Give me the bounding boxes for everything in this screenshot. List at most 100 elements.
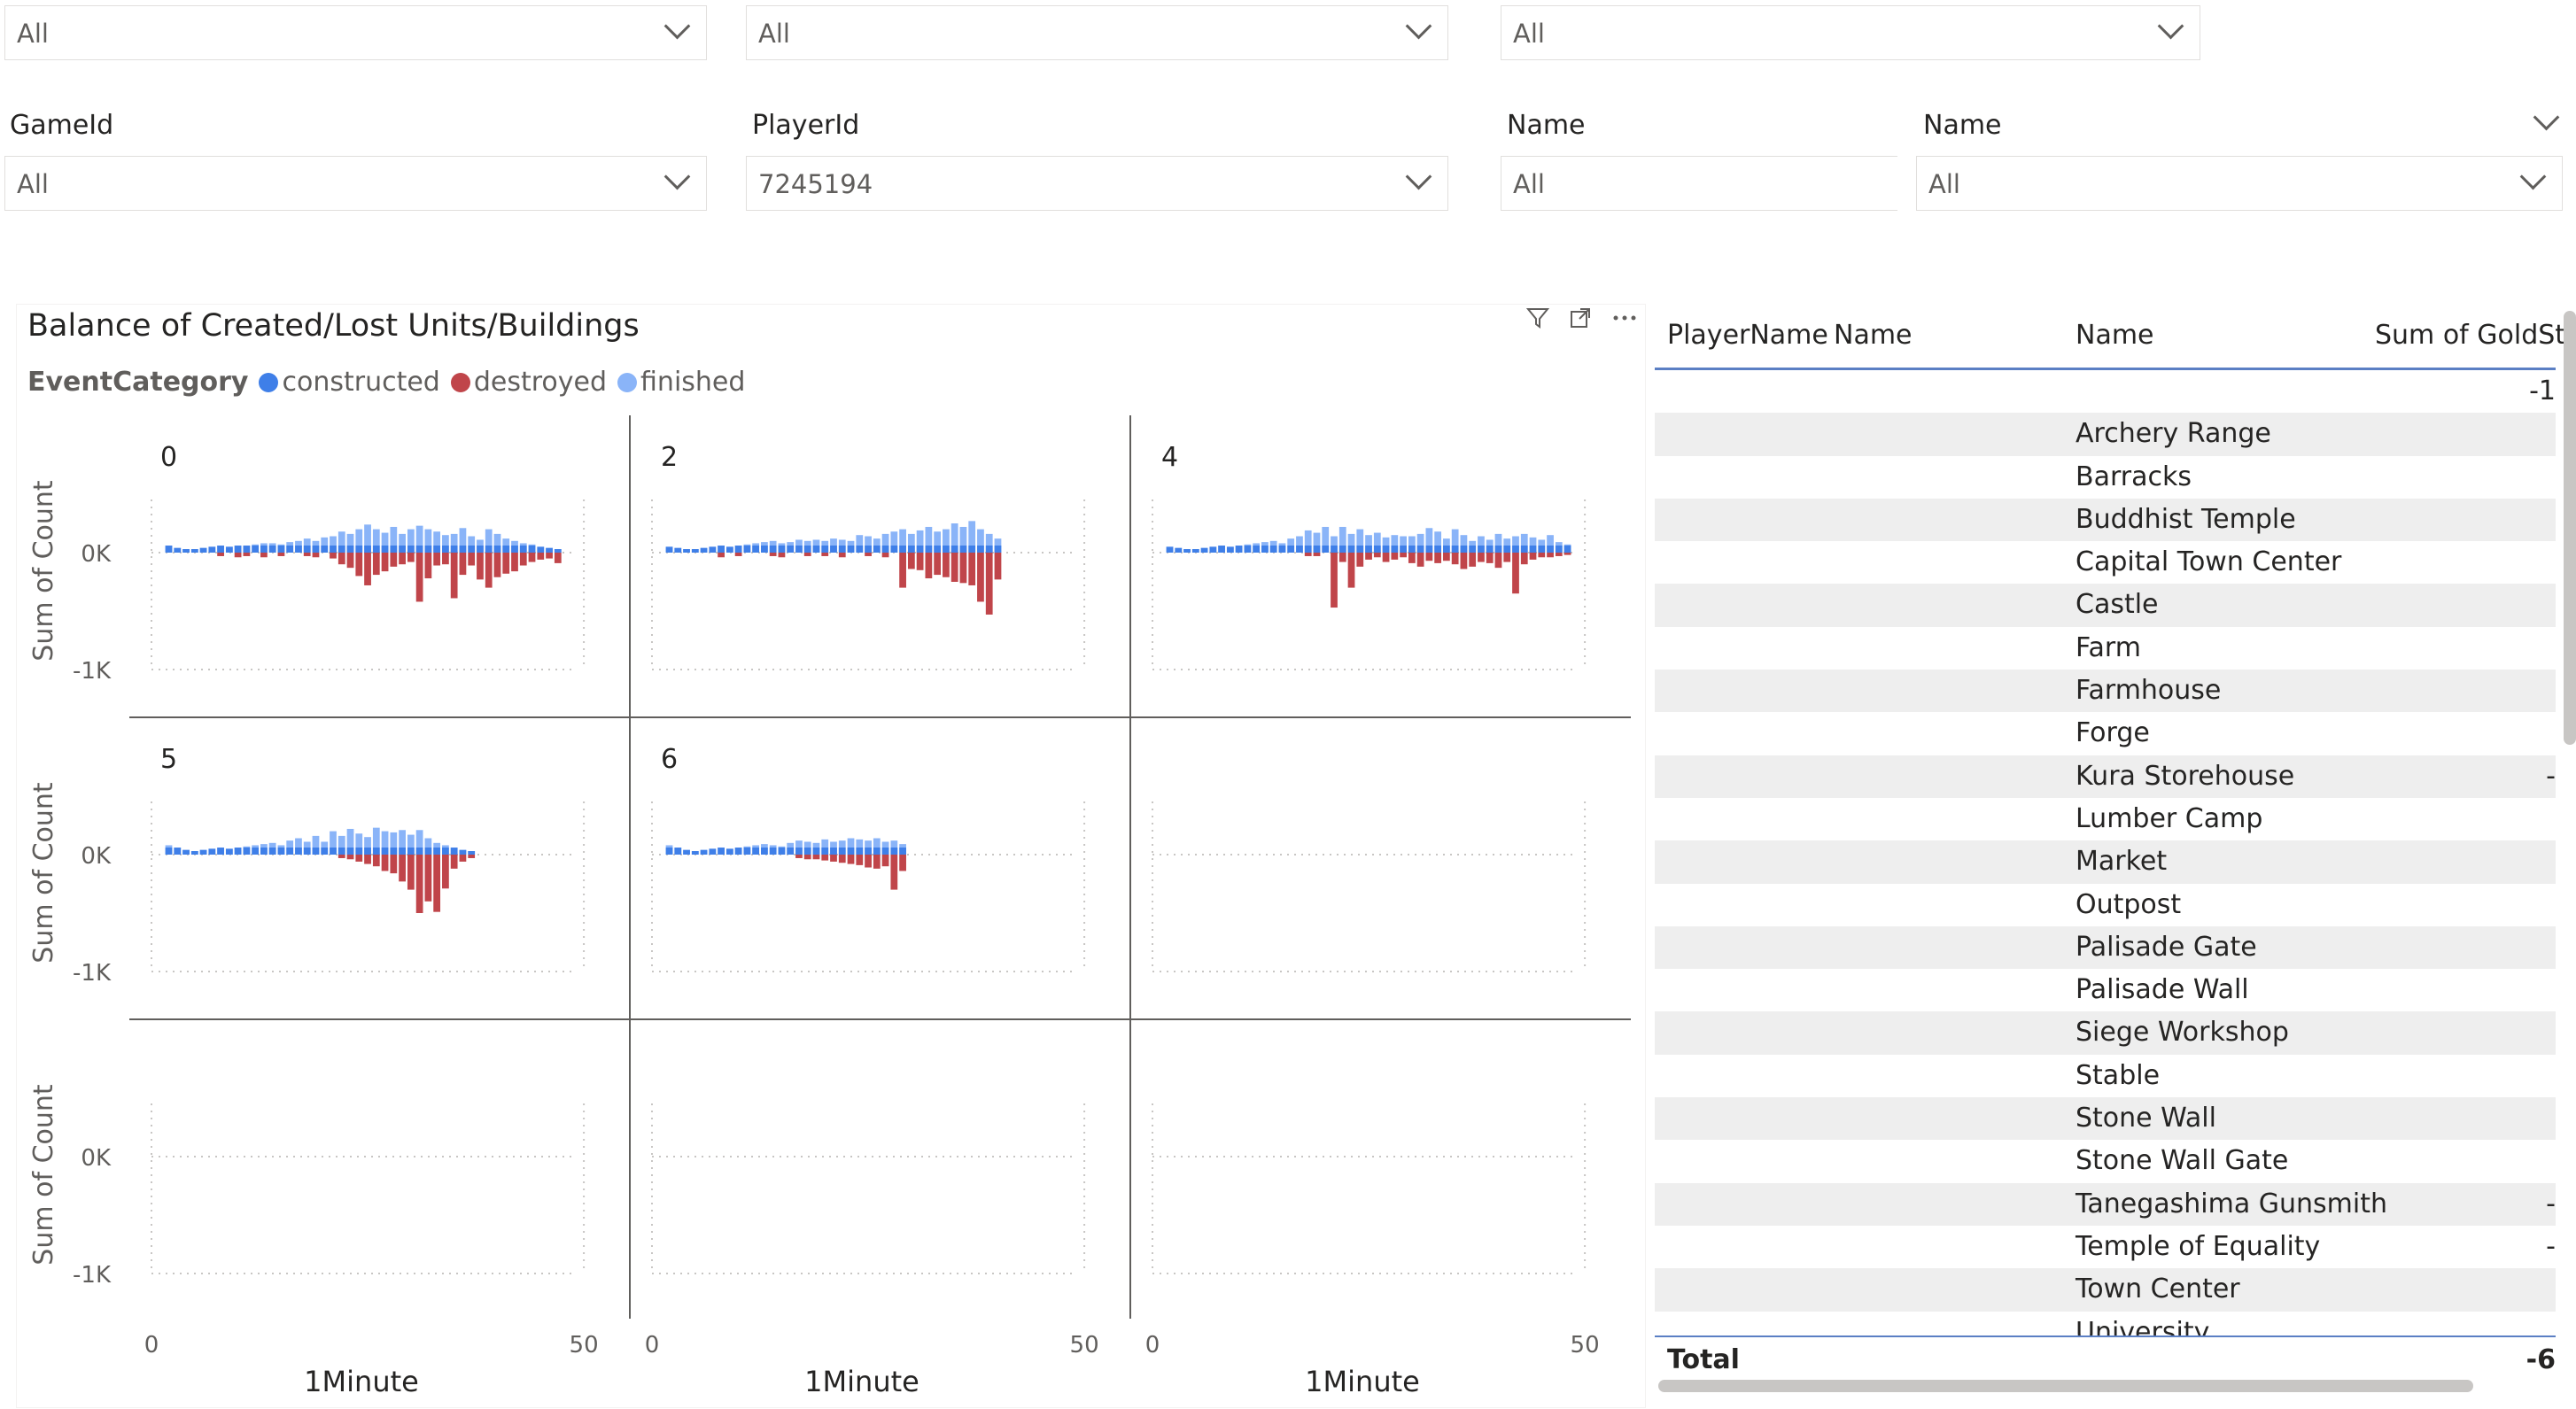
legend-item-constructed[interactable]: constructed bbox=[259, 367, 440, 398]
table-row[interactable]: Tanegashima Gunsmith - bbox=[1655, 1182, 2556, 1226]
bar-destroyed bbox=[433, 553, 441, 566]
bar-constructed bbox=[424, 546, 432, 553]
bar-destroyed bbox=[519, 553, 527, 566]
table-row[interactable]: Market bbox=[1655, 840, 2556, 884]
bar-destroyed bbox=[1486, 553, 1494, 563]
bar-constructed bbox=[1261, 546, 1269, 553]
bar-constructed bbox=[399, 546, 406, 553]
cell-building-name: Castle bbox=[2076, 589, 2159, 621]
table-row[interactable]: Forge bbox=[1655, 712, 2556, 755]
bar-finished bbox=[1400, 536, 1407, 553]
playerid-slicer-value: 7245194 bbox=[758, 169, 873, 199]
header-playername[interactable]: PlayerName bbox=[1667, 320, 1828, 351]
table-row[interactable]: Barracks bbox=[1655, 456, 2556, 499]
table-row[interactable]: Buddhist Temple bbox=[1655, 498, 2556, 542]
header-name-2[interactable]: Name bbox=[2076, 320, 2154, 351]
bar-finished bbox=[821, 839, 829, 855]
bar-constructed bbox=[217, 848, 224, 855]
table-row[interactable]: Archery Range bbox=[1655, 413, 2556, 456]
focus-mode-icon[interactable] bbox=[1569, 306, 1592, 329]
table-row[interactable]: Temple of Equality - bbox=[1655, 1226, 2556, 1268]
more-options-icon[interactable] bbox=[1611, 306, 1638, 329]
name-slicer-1-dropdown[interactable]: All bbox=[1501, 156, 1897, 211]
name-slicer-2-dropdown[interactable]: All bbox=[1916, 156, 2563, 211]
bar-destroyed bbox=[925, 553, 933, 579]
bar-constructed bbox=[700, 547, 708, 553]
legend-item-finished[interactable]: finished bbox=[617, 367, 745, 398]
legend-item-destroyed[interactable]: destroyed bbox=[450, 367, 607, 398]
bar-finished bbox=[1494, 533, 1502, 553]
bar-finished bbox=[943, 529, 950, 553]
bar-destroyed bbox=[1443, 553, 1450, 561]
bar-destroyed bbox=[407, 553, 415, 562]
table-row[interactable]: Stone Wall bbox=[1655, 1097, 2556, 1141]
playerid-slicer-dropdown[interactable]: 7245194 bbox=[746, 156, 1448, 211]
table-row[interactable]: Town Center bbox=[1655, 1268, 2556, 1312]
table-row[interactable]: Stable bbox=[1655, 1055, 2556, 1097]
filter-icon[interactable] bbox=[1526, 306, 1549, 329]
bar-constructed bbox=[890, 546, 898, 553]
bar-finished bbox=[1356, 529, 1364, 553]
balance-chart-visual[interactable]: Balance of Created/Lost Units/Buildings … bbox=[16, 304, 1646, 1408]
bar-finished bbox=[1425, 528, 1433, 553]
table-row[interactable]: Palisade Gate bbox=[1655, 925, 2556, 970]
chevron-down-icon bbox=[2519, 163, 2547, 190]
bar-constructed bbox=[286, 546, 294, 553]
bar-constructed bbox=[243, 546, 251, 553]
table-row[interactable]: -1 bbox=[1655, 370, 2556, 413]
table-row[interactable]: Siege Workshop bbox=[1655, 1011, 2556, 1055]
header-name-1[interactable]: Name bbox=[1834, 320, 1913, 351]
bar-destroyed bbox=[1391, 553, 1399, 560]
bar-constructed bbox=[856, 848, 864, 855]
vertical-scrollbar[interactable] bbox=[2564, 311, 2576, 745]
bar-finished bbox=[485, 529, 493, 553]
bar-constructed bbox=[1425, 546, 1433, 553]
bar-finished bbox=[372, 827, 380, 855]
bar-finished bbox=[1520, 533, 1528, 553]
bar-constructed bbox=[761, 848, 768, 855]
bar-destroyed bbox=[1338, 553, 1346, 562]
bar-constructed bbox=[277, 848, 285, 855]
top-slicer-3-dropdown[interactable]: All bbox=[1501, 5, 2200, 60]
bar-destroyed bbox=[424, 855, 432, 902]
bar-destroyed bbox=[1469, 553, 1477, 567]
table-row[interactable]: Kura Storehouse - bbox=[1655, 755, 2556, 798]
horizontal-scrollbar[interactable] bbox=[1658, 1380, 2473, 1392]
bar-constructed bbox=[234, 848, 242, 855]
gameid-slicer-dropdown[interactable]: All bbox=[4, 156, 707, 211]
bar-constructed bbox=[546, 547, 553, 553]
top-slicer-1-dropdown[interactable]: All bbox=[4, 5, 707, 60]
bar-finished bbox=[899, 529, 906, 553]
cell-sum-goldstone: - bbox=[2546, 760, 2556, 792]
bar-destroyed bbox=[364, 553, 371, 585]
table-row[interactable]: Lumber Camp bbox=[1655, 798, 2556, 840]
bar-constructed bbox=[1478, 546, 1485, 553]
cell-building-name: Siege Workshop bbox=[2076, 1017, 2289, 1049]
table-row[interactable]: Stone Wall Gate bbox=[1655, 1140, 2556, 1182]
bar-destroyed bbox=[1529, 553, 1537, 560]
bar-constructed bbox=[355, 546, 363, 553]
bar-finished bbox=[1547, 535, 1554, 553]
buildings-table-visual[interactable]: PlayerName Name Name Sum of GoldSto -1 Ar… bbox=[1655, 304, 2576, 1408]
bar-finished bbox=[330, 536, 337, 553]
bar-constructed bbox=[260, 848, 268, 855]
bar-finished bbox=[424, 838, 432, 855]
bar-destroyed bbox=[847, 855, 855, 864]
table-row[interactable]: Castle bbox=[1655, 584, 2556, 627]
top-slicer-2-dropdown[interactable]: All bbox=[746, 5, 1448, 60]
table-row[interactable]: Outpost bbox=[1655, 884, 2556, 926]
table-row[interactable]: Farm bbox=[1655, 627, 2556, 670]
table-row[interactable]: Farmhouse bbox=[1655, 670, 2556, 713]
y-tick-label: 0K bbox=[81, 1145, 112, 1172]
bar-constructed bbox=[985, 546, 993, 553]
table-row[interactable]: Palisade Wall bbox=[1655, 969, 2556, 1011]
bar-destroyed bbox=[459, 553, 467, 576]
bar-destroyed bbox=[821, 553, 829, 556]
chevron-down-icon[interactable] bbox=[2533, 104, 2560, 131]
x-tick-label: 50 bbox=[1571, 1332, 1600, 1359]
table-row[interactable]: Capital Town Center bbox=[1655, 541, 2556, 584]
bar-constructed bbox=[1244, 546, 1252, 553]
bar-finished bbox=[916, 530, 924, 553]
bar-constructed bbox=[743, 848, 751, 855]
header-sum-goldstone[interactable]: Sum of GoldSto bbox=[2375, 320, 2576, 351]
